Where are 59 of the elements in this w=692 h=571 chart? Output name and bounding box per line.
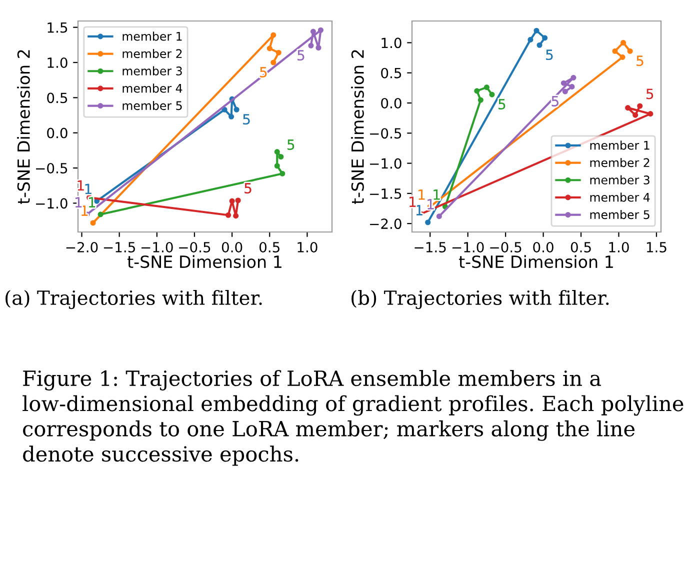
x-tick-label: 0.0 xyxy=(222,242,242,252)
y-tick-label: −2.0 xyxy=(370,218,402,230)
y-tick-label: −0.5 xyxy=(36,162,68,174)
y-tick-label: −1.5 xyxy=(370,188,402,199)
x-axis-title: t-SNE Dimension 1 xyxy=(458,255,613,268)
legend-label: member 5 xyxy=(590,210,650,220)
legend-label: member 4 xyxy=(122,84,182,93)
y-tick-label: 0.5 xyxy=(381,68,402,78)
legend-label: member 4 xyxy=(590,192,650,202)
y-tick-label: 0.0 xyxy=(47,128,68,138)
text: (a) Trajectories with filter. xyxy=(6,290,262,310)
x-tick-label: 1.0 xyxy=(298,242,318,252)
y-tick-label: −1.0 xyxy=(36,198,68,209)
x-tick-label: −1.0 xyxy=(142,242,173,252)
caption: Figure 1: Trajectories of LoRA ensemble members in a low-dimensional embedding of gradient profiles. Each polyline corresponds to one LoRA member; markers along the line denote successive epochs. xyxy=(22,370,684,466)
annotation: 1 xyxy=(410,196,416,207)
annotation: 5 xyxy=(243,114,250,125)
x-tick-label: −1.0 xyxy=(452,242,484,252)
x-tick-label: 0.5 xyxy=(260,242,280,252)
x-tick-label: −1.5 xyxy=(414,242,446,252)
y-tick-label: 0.5 xyxy=(47,92,68,104)
legend-label: member 3 xyxy=(590,175,650,184)
y-axis-title: t-SNE Dimension 2 xyxy=(17,50,30,204)
x-tick-label: 1.5 xyxy=(646,242,666,252)
x-tick-label: −2.0 xyxy=(66,242,98,252)
x-axis-title: t-SNE Dimension 1 xyxy=(127,255,282,268)
legend-label: member 2 xyxy=(122,48,182,58)
y-tick-label: 1.5 xyxy=(48,22,68,33)
x-tick-label: −1.5 xyxy=(104,242,135,252)
annotation: 5 xyxy=(288,140,294,150)
x-tick-label: −0.5 xyxy=(179,242,210,252)
y-tick-label: 1.0 xyxy=(382,38,402,48)
y-tick-label: −1.0 xyxy=(370,158,402,169)
annotation: 5 xyxy=(636,56,644,66)
text: (b) Trajectories with filter. xyxy=(352,290,609,310)
annotation: 5 xyxy=(546,50,553,60)
x-tick-label: −0.5 xyxy=(490,242,522,252)
x-tick-label: 1.0 xyxy=(609,242,629,252)
annotation: 1 xyxy=(82,206,88,216)
y-tick-label: 0.0 xyxy=(381,98,402,108)
legend-label: member 3 xyxy=(122,66,182,76)
legend-label: member 1 xyxy=(122,32,182,41)
annotation: 1 xyxy=(89,197,96,208)
annotation: 1 xyxy=(434,190,440,200)
y-axis-title: t-SNE Dimension 2 xyxy=(351,50,364,204)
annotation: 1 xyxy=(85,184,92,194)
y-tick-label: 1.0 xyxy=(48,57,68,68)
annotation: 5 xyxy=(646,88,654,100)
annotation: 1 xyxy=(418,190,425,200)
annotation: 1 xyxy=(78,180,84,190)
legend-label: member 5 xyxy=(122,100,182,110)
annotation: 5 xyxy=(244,183,252,194)
y-tick-label: −0.5 xyxy=(370,128,402,139)
annotation: 5 xyxy=(298,50,304,61)
x-tick-label: 0.0 xyxy=(533,242,554,252)
x-tick-label: 0.5 xyxy=(570,242,591,252)
annotation: 5 xyxy=(498,99,506,110)
legend-label: member 2 xyxy=(590,158,650,168)
legend-label: member 1 xyxy=(590,140,650,150)
